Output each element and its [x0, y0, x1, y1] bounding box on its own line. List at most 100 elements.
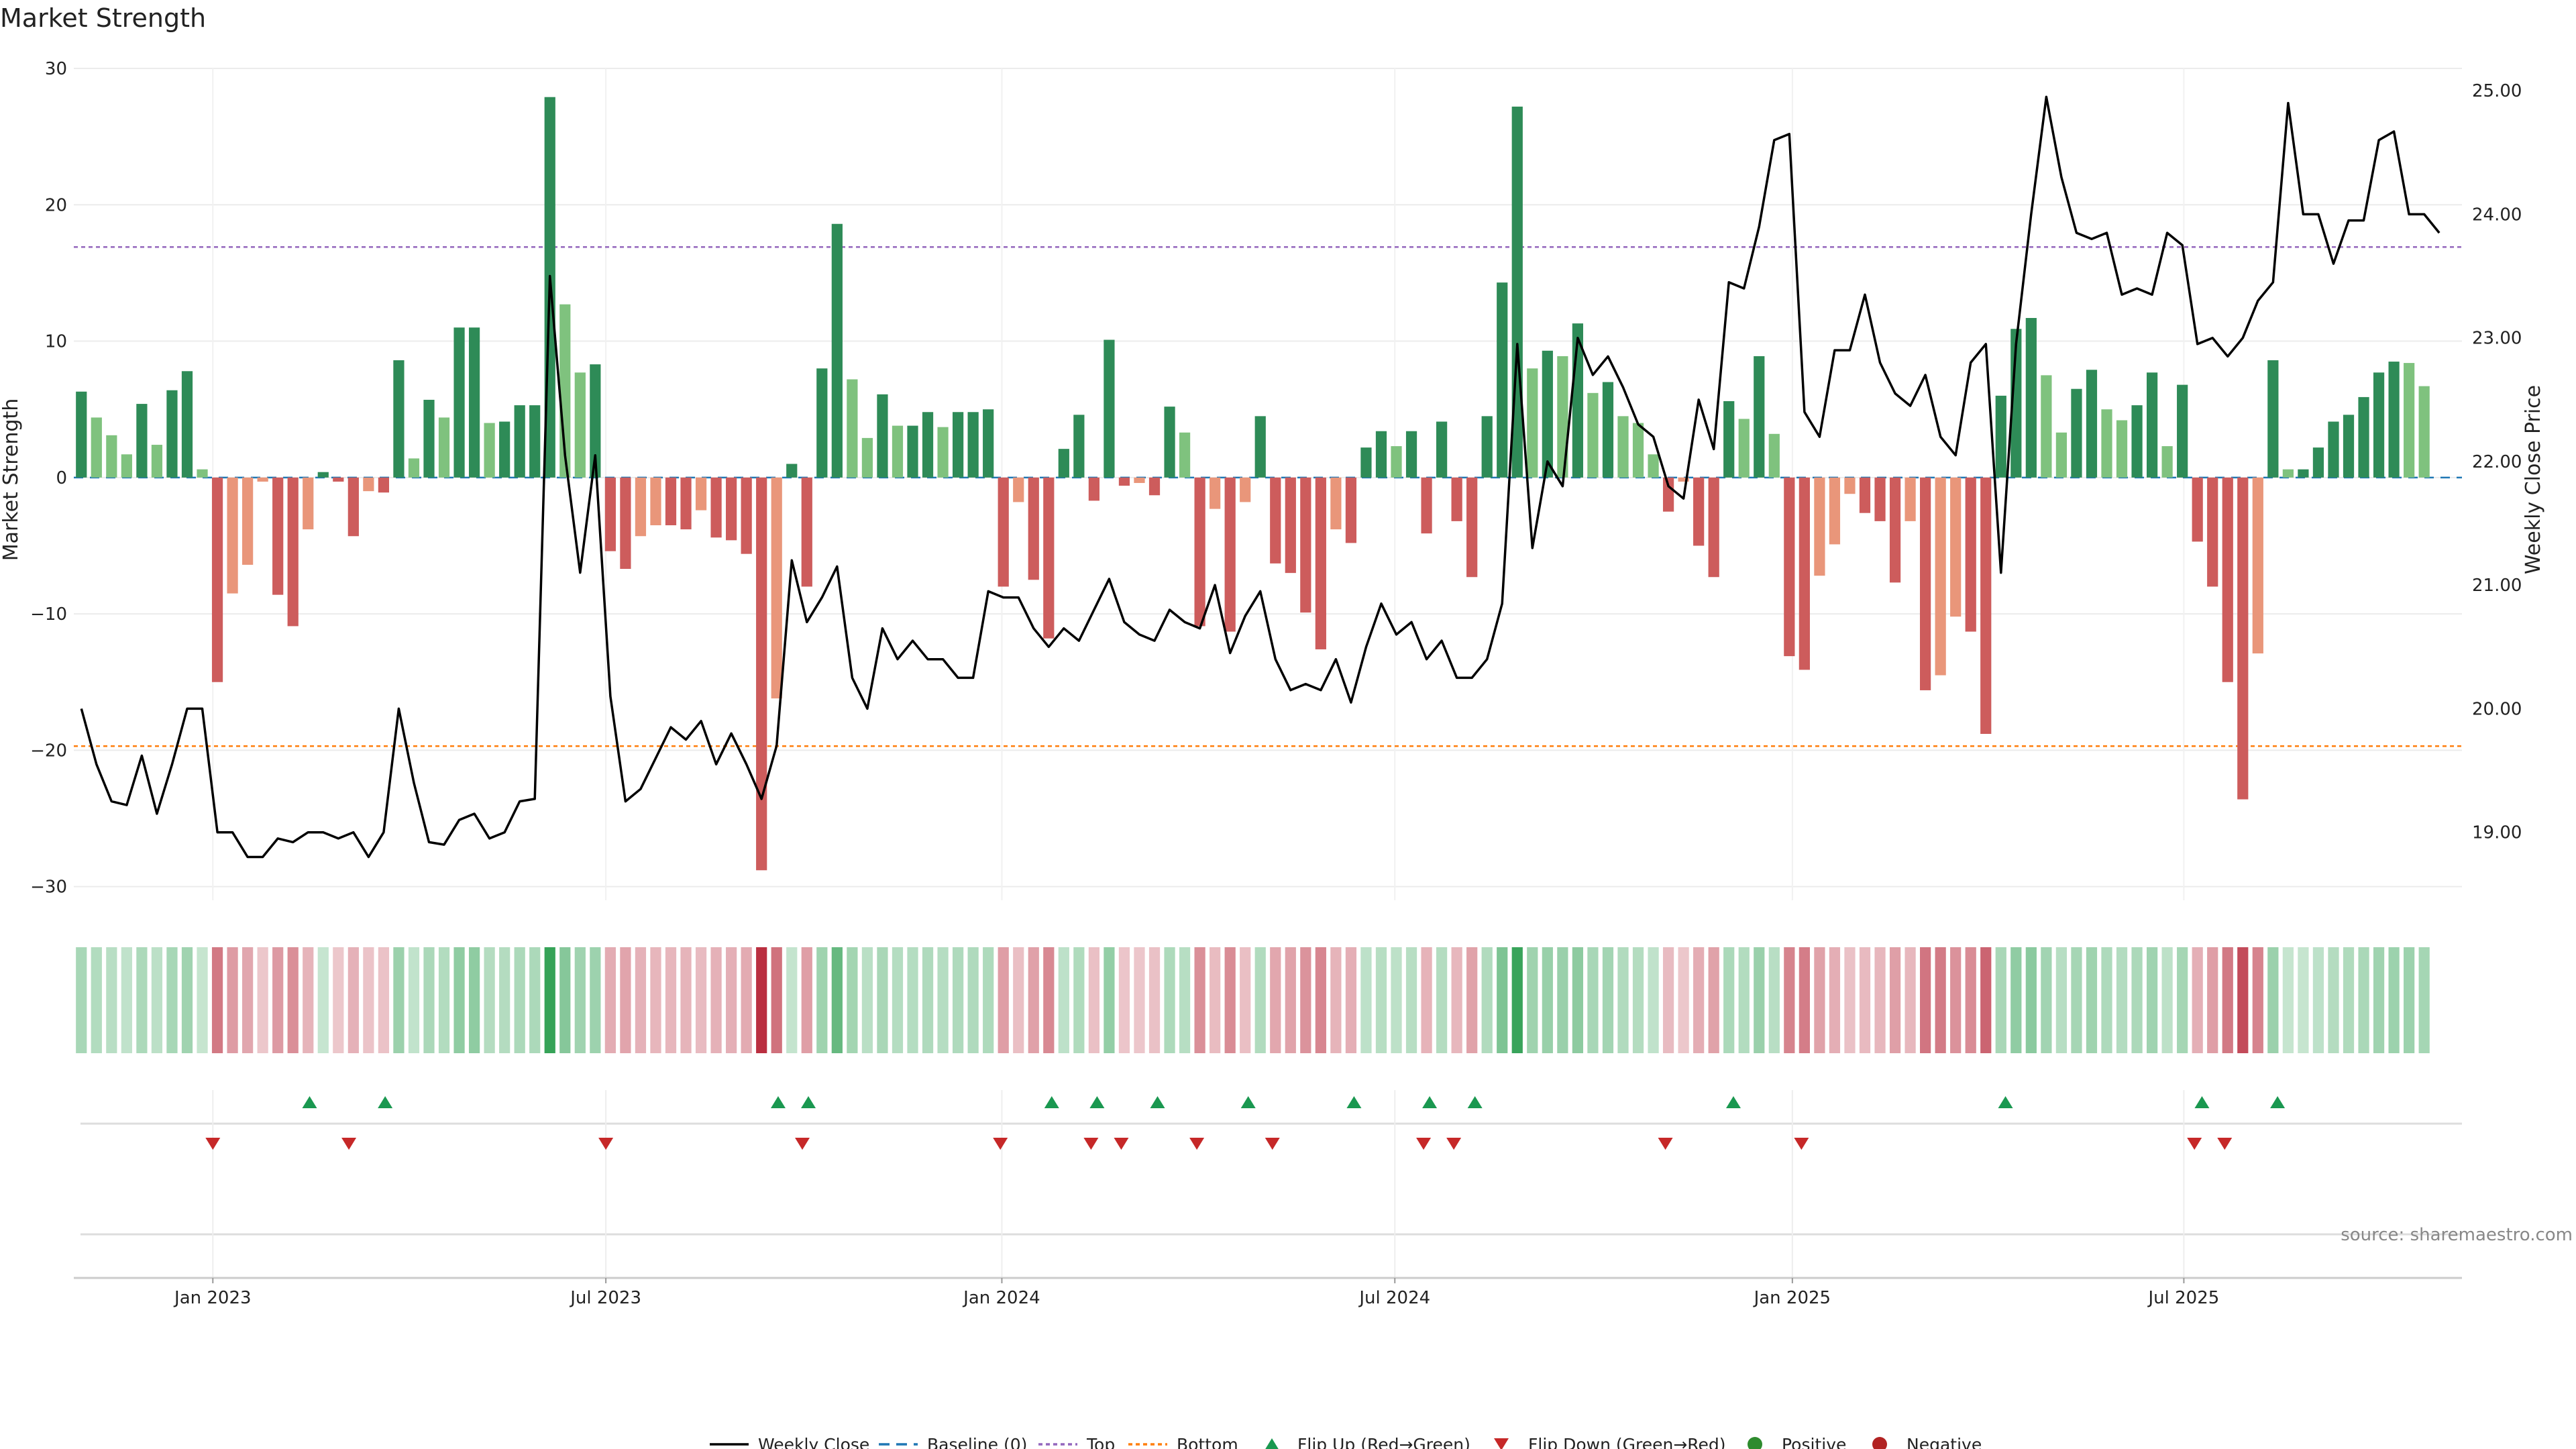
- heat-cell: [559, 947, 571, 1053]
- y-axis-left: 30 20 10 0 −10 −20 −30: [30, 59, 67, 898]
- strength-bar: [317, 472, 329, 478]
- heat-cell: [1240, 947, 1251, 1053]
- strength-bar: [771, 477, 782, 699]
- legend-label: Negative: [1907, 1435, 1982, 1449]
- flip-up-marker: [770, 1096, 786, 1108]
- heat-cell: [2071, 947, 2082, 1053]
- heat-cell: [741, 947, 752, 1053]
- strength-bar: [2298, 469, 2309, 478]
- strength-bar: [197, 469, 208, 478]
- strength-bar: [499, 421, 511, 478]
- flip-up-marker: [378, 1096, 393, 1108]
- strength-bar: [665, 477, 677, 525]
- strength-bar: [1330, 477, 1342, 530]
- heat-cell: [1315, 947, 1326, 1053]
- y2-tick-label: 25.00: [2472, 81, 2522, 101]
- heat-cell: [106, 947, 117, 1053]
- strength-bar: [2207, 477, 2218, 587]
- heat-cell: [967, 947, 979, 1053]
- legend-label: Weekly Close: [758, 1435, 869, 1449]
- heat-cell: [303, 947, 314, 1053]
- strength-bar: [1527, 368, 1538, 478]
- y2-axis-label: Weekly Close Price: [2522, 385, 2545, 574]
- strength-bar: [1693, 477, 1705, 546]
- heat-cell: [816, 947, 828, 1053]
- heat-cell: [1950, 947, 1962, 1053]
- heat-cell: [423, 947, 435, 1053]
- reference-lines: [74, 246, 2462, 747]
- heat-cell: [1889, 947, 1901, 1053]
- heat-cell: [1799, 947, 1810, 1053]
- strength-bar: [1315, 477, 1326, 649]
- heat-cell: [1254, 947, 1266, 1053]
- strength-bar: [756, 477, 767, 871]
- heat-cell: [1405, 947, 1417, 1053]
- strength-bar: [1164, 407, 1175, 478]
- flip-down-marker: [2187, 1138, 2202, 1150]
- strength-bar: [1134, 477, 1145, 483]
- strength-bar: [347, 477, 359, 537]
- strength-bar: [2071, 388, 2082, 478]
- strength-bar: [1648, 454, 1659, 478]
- y-axis-label: Market Strength: [0, 398, 23, 561]
- heat-cell: [1058, 947, 1069, 1053]
- heat-cell: [1224, 947, 1236, 1053]
- x-tick-label: Jan 2025: [1753, 1288, 1831, 1308]
- heat-cell: [1723, 947, 1735, 1053]
- legend-label: Bottom: [1177, 1435, 1238, 1449]
- heat-cell: [1708, 947, 1719, 1053]
- strength-bar: [2116, 420, 2128, 478]
- strength-bar: [1557, 356, 1568, 478]
- strength-bar: [680, 477, 692, 530]
- flip-down-marker: [598, 1138, 614, 1150]
- strength-bar: [1073, 415, 1085, 478]
- heat-cell: [1073, 947, 1085, 1053]
- strength-bar: [952, 412, 964, 478]
- heat-cell: [1904, 947, 1916, 1053]
- flip-down-marker: [993, 1138, 1008, 1150]
- heat-cell: [1935, 947, 1946, 1053]
- heat-cell: [2312, 947, 2324, 1053]
- strength-bar: [1723, 401, 1735, 478]
- strength-bar: [1104, 339, 1115, 478]
- heat-cell: [952, 947, 964, 1053]
- heat-cell: [1632, 947, 1644, 1053]
- strength-bar: [1240, 477, 1251, 502]
- heat-cell: [1466, 947, 1478, 1053]
- y-tick-label: 30: [45, 59, 67, 79]
- heat-cell: [378, 947, 390, 1053]
- heat-cell: [1784, 947, 1795, 1053]
- heat-cell: [1436, 947, 1448, 1053]
- strength-bar: [695, 477, 707, 511]
- y-tick-label: −30: [30, 877, 67, 898]
- heat-cell: [1557, 947, 1568, 1053]
- strength-bar: [333, 477, 344, 482]
- source-note: source: sharemaestro.com: [2341, 1225, 2573, 1245]
- strength-bar: [393, 360, 405, 478]
- heat-cell: [211, 947, 223, 1053]
- y-tick-label: −20: [30, 741, 67, 761]
- strength-bar: [1920, 477, 1931, 690]
- strength-bar: [1421, 477, 1432, 534]
- flip-up-marker: [1998, 1096, 2013, 1108]
- strength-bar: [423, 399, 435, 478]
- heat-cell: [468, 947, 480, 1053]
- heat-cell: [2161, 947, 2173, 1053]
- flip-up-marker: [801, 1096, 816, 1108]
- heat-cell: [76, 947, 87, 1053]
- strength-bar: [967, 412, 979, 478]
- strength-bar: [1013, 477, 1024, 502]
- strength-bar: [1300, 477, 1311, 613]
- strength-bar: [151, 445, 163, 478]
- strength-bar: [741, 477, 752, 554]
- strength-bar: [1768, 433, 1780, 478]
- chart-title: Market Strength: [0, 3, 206, 33]
- strength-bar: [1391, 446, 1402, 478]
- strength-bar: [877, 394, 888, 478]
- strength-bar: [136, 404, 148, 478]
- heat-cell: [1210, 947, 1221, 1053]
- heat-cell: [121, 947, 132, 1053]
- heat-cell: [1164, 947, 1175, 1053]
- strength-bars: [76, 97, 2430, 871]
- heat-cell: [1602, 947, 1614, 1053]
